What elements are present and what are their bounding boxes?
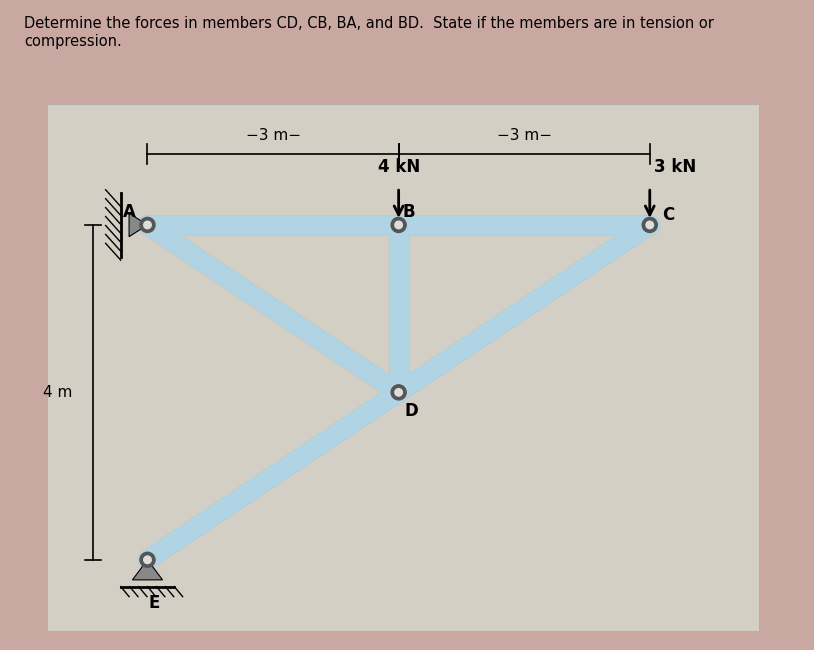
Text: B: B: [402, 203, 415, 222]
Circle shape: [395, 389, 402, 396]
Text: D: D: [405, 402, 418, 420]
Text: Determine the forces in members CD, CB, BA, and BD.  State if the members are in: Determine the forces in members CD, CB, …: [24, 16, 715, 49]
Circle shape: [395, 221, 402, 229]
Text: −3 m−: −3 m−: [246, 128, 300, 143]
Text: −3 m−: −3 m−: [497, 128, 552, 143]
Circle shape: [391, 385, 406, 400]
Text: C: C: [662, 206, 674, 224]
Polygon shape: [133, 560, 163, 580]
Circle shape: [391, 217, 406, 233]
Text: 4 kN: 4 kN: [378, 159, 420, 176]
Circle shape: [144, 556, 151, 564]
Text: 4 m: 4 m: [43, 385, 72, 400]
FancyBboxPatch shape: [47, 103, 759, 631]
Text: 3 kN: 3 kN: [654, 159, 696, 176]
Polygon shape: [129, 213, 147, 237]
Circle shape: [140, 552, 155, 567]
Circle shape: [642, 217, 657, 233]
Text: A: A: [123, 203, 135, 222]
Circle shape: [140, 217, 155, 233]
Circle shape: [144, 221, 151, 229]
Circle shape: [646, 221, 654, 229]
Text: E: E: [148, 594, 160, 612]
